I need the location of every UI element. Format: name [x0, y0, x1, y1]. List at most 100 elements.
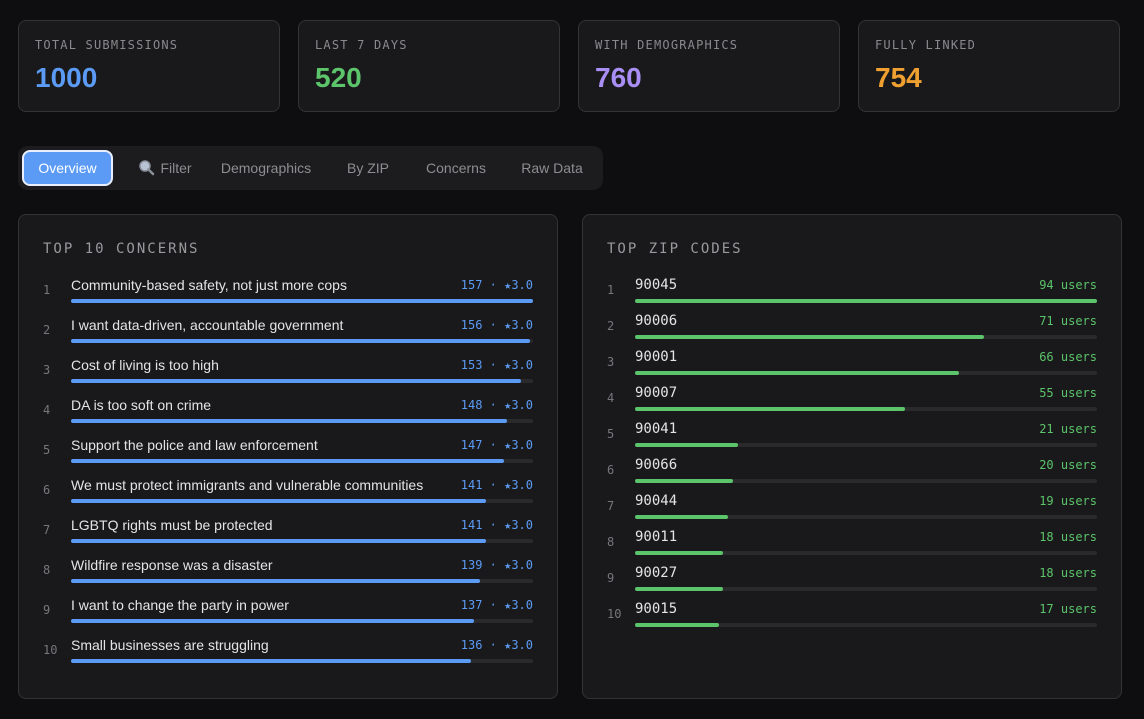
bar-track: [635, 479, 1097, 483]
bar-track: [71, 299, 533, 303]
bar: [635, 299, 1097, 303]
bar: [71, 459, 504, 463]
bar: [71, 659, 472, 663]
bar: [635, 551, 724, 555]
rank: 5: [607, 427, 615, 441]
row-label: 90045: [635, 277, 678, 293]
bar-track: [71, 499, 533, 503]
row-count: 156 · ★3.0: [460, 318, 533, 332]
bar-track: [71, 339, 533, 343]
row-count: 21 users: [1039, 422, 1097, 436]
rank: 2: [43, 323, 51, 337]
rank: 1: [607, 283, 615, 297]
row-count: 71 users: [1039, 314, 1097, 328]
panel-title: TOP 10 CONCERNS: [43, 241, 200, 257]
panel-title: TOP ZIP CODES: [607, 241, 743, 257]
row-label: I want data-driven, accountable governme…: [71, 317, 344, 333]
row-count: 141 · ★3.0: [460, 478, 533, 492]
rank: 6: [607, 463, 615, 477]
row-label: We must protect immigrants and vulnerabl…: [71, 477, 424, 493]
stat-value: 760: [595, 62, 642, 93]
row-label: 90007: [635, 385, 678, 401]
row-label: Wildfire response was a disaster: [71, 557, 273, 573]
stat-value: 520: [315, 62, 362, 93]
row-label: LGBTQ rights must be protected: [71, 517, 273, 533]
stat-card: FULLY LINKED 754: [858, 20, 1120, 112]
bar: [71, 419, 507, 423]
bar-track: [71, 419, 533, 423]
tab-label: Overview: [38, 160, 97, 176]
row-count: 137 · ★3.0: [460, 598, 533, 612]
row-label: 90001: [635, 349, 678, 365]
row-count: 19 users: [1039, 494, 1097, 508]
bar-track: [635, 443, 1097, 447]
tab[interactable]: By ZIP: [334, 150, 402, 186]
tab[interactable]: Raw Data: [508, 150, 596, 186]
bar: [71, 579, 481, 583]
row-count: 141 · ★3.0: [460, 518, 533, 532]
row-count: 17 users: [1039, 602, 1097, 616]
bar-track: [635, 551, 1097, 555]
row-label: I want to change the party in power: [71, 597, 289, 613]
row-count: 153 · ★3.0: [460, 358, 533, 372]
search-icon: [139, 160, 155, 176]
row-label: 90015: [635, 601, 678, 617]
bar-track: [71, 579, 533, 583]
row-count: 55 users: [1039, 386, 1097, 400]
row-label: DA is too soft on crime: [71, 397, 212, 413]
bar-track: [635, 335, 1097, 339]
stat-label: WITH DEMOGRAPHICS: [595, 38, 739, 52]
stat-card: LAST 7 DAYS 520: [298, 20, 560, 112]
bar: [635, 335, 984, 339]
bar-track: [71, 619, 533, 623]
tab[interactable]: Concerns: [414, 150, 498, 186]
rank: 4: [607, 391, 615, 405]
row-count: 18 users: [1039, 566, 1097, 580]
stat-card: TOTAL SUBMISSIONS 1000: [18, 20, 280, 112]
row-count: 147 · ★3.0: [460, 438, 533, 452]
tab[interactable]: Demographics: [210, 150, 322, 186]
bar-track: [635, 407, 1097, 411]
row-count: 66 users: [1039, 350, 1097, 364]
rank: 1: [43, 283, 51, 297]
row-label: 90011: [635, 529, 678, 545]
rank: 7: [607, 499, 615, 513]
bar: [635, 443, 739, 447]
tab[interactable]: Overview: [22, 150, 113, 186]
row-label: 90044: [635, 493, 678, 509]
rank: 6: [43, 483, 51, 497]
bar-track: [71, 379, 533, 383]
rank: 8: [43, 563, 51, 577]
rank: 4: [43, 403, 51, 417]
row-label: 90041: [635, 421, 678, 437]
bar-track: [635, 515, 1097, 519]
row-count: 94 users: [1039, 278, 1097, 292]
rank: 9: [607, 571, 615, 585]
rank: 2: [607, 319, 615, 333]
tab[interactable]: Filter: [122, 150, 208, 186]
tab-label: By ZIP: [346, 160, 389, 176]
rank: 3: [607, 355, 615, 369]
row-count: 20 users: [1039, 458, 1097, 472]
bar-track: [635, 587, 1097, 591]
rank: 5: [43, 443, 51, 457]
tab-label: Raw Data: [521, 160, 583, 176]
tab-label: Concerns: [426, 160, 486, 176]
stat-value: 1000: [35, 62, 98, 93]
row-count: 148 · ★3.0: [460, 398, 533, 412]
concerns-panel: TOP 10 CONCERNS 1 Community-based safety,…: [18, 214, 558, 699]
row-label: 90027: [635, 565, 678, 581]
bar: [635, 587, 724, 591]
row-count: 139 · ★3.0: [460, 558, 533, 572]
rank: 9: [43, 603, 51, 617]
row-label: Cost of living is too high: [71, 357, 219, 373]
row-count: 157 · ★3.0: [460, 278, 533, 292]
tab-label: Filter: [160, 160, 192, 176]
bar: [635, 407, 906, 411]
bar-track: [635, 299, 1097, 303]
rank: 10: [43, 643, 58, 657]
stat-label: TOTAL SUBMISSIONS: [35, 38, 179, 52]
rank: 3: [43, 363, 51, 377]
stat-card: WITH DEMOGRAPHICS 760: [578, 20, 840, 112]
